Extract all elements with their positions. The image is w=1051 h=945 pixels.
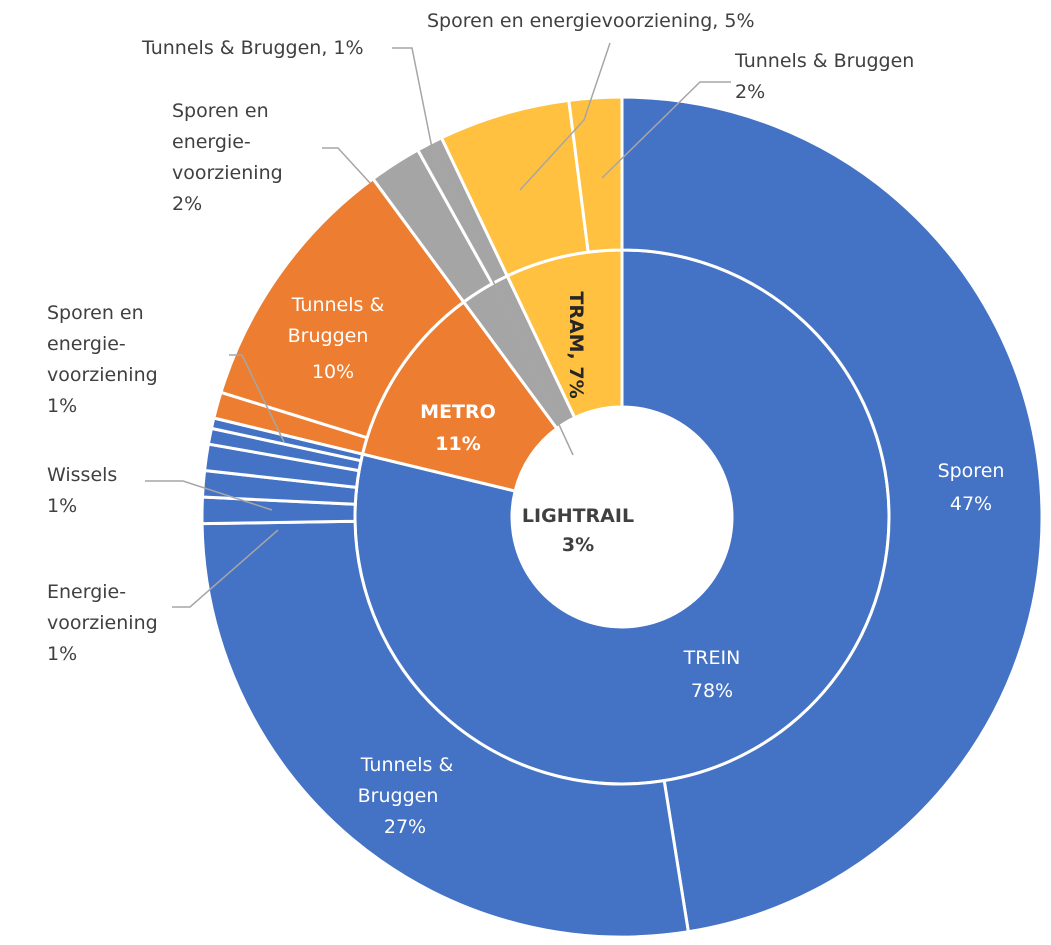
label-lightrail-sporen-2: energie-: [172, 131, 251, 153]
label-trein-tunnels-3: 27%: [384, 816, 426, 838]
label-metro-value: 11%: [435, 433, 480, 455]
leader-line-tram-sporen: [519, 42, 611, 191]
label-lightrail-sporen-4: 2%: [172, 193, 202, 215]
label-metro-tunnels-1: Tunnels &: [291, 294, 385, 316]
label-lightrail-tunnels: Tunnels & Bruggen, 1%: [141, 37, 364, 59]
label-lightrail-sporen-3: voorziening: [172, 162, 283, 184]
label-lightrail-name: LIGHTRAIL: [522, 505, 634, 527]
label-tram: TRAM, 7%: [565, 291, 587, 398]
label-metro-sporen-4: 1%: [47, 395, 77, 417]
label-energie-3: 1%: [47, 643, 77, 665]
label-tram-tunnels-1: Tunnels & Bruggen: [734, 50, 914, 72]
outside-labels: Sporen en energievoorziening, 5% Tunnels…: [47, 10, 914, 665]
leader-line-wissels: [145, 480, 273, 511]
label-trein-tunnels-2: Bruggen: [358, 785, 439, 807]
label-tram-sporen: Sporen en energievoorziening, 5%: [427, 10, 755, 32]
leader-line-lightrail-sporen: [322, 147, 371, 184]
label-metro-name: METRO: [420, 401, 496, 423]
label-tram-tunnels-2: 2%: [735, 81, 765, 103]
label-trein-tunnels-1: Tunnels &: [360, 754, 454, 776]
label-sporen-value: 47%: [950, 493, 992, 515]
label-wissels-1: Wissels: [47, 464, 117, 486]
label-trein-value: 78%: [691, 680, 733, 702]
label-metro-sporen-2: energie-: [47, 333, 126, 355]
leader-lines: [145, 42, 731, 608]
outer-ring-slice-trein-sporen: [620, 95, 1044, 934]
leader-line-tram-tunnels: [601, 81, 731, 179]
leader-line-energie: [172, 529, 279, 608]
label-wissels-2: 1%: [47, 495, 77, 517]
inside-labels: LIGHTRAIL 3% TREIN 78% METRO 11% TRAM, 7…: [288, 291, 1005, 838]
label-sporen-name: Sporen: [938, 460, 1005, 482]
label-energie-2: voorziening: [47, 612, 158, 634]
leader-line-metro-sporen: [229, 354, 285, 443]
label-metro-tunnels-2: Bruggen: [288, 325, 369, 347]
label-energie-1: Energie-: [47, 581, 126, 603]
outer-ring-slice-tram-tunnels-bruggen: [567, 95, 624, 254]
leader-line-lightrail-tunnels: [392, 47, 574, 456]
outer-ring-slice-trein-tunnels-bruggen: [200, 519, 690, 939]
label-metro-sporen-1: Sporen en: [47, 302, 144, 324]
label-lightrail-sporen-1: Sporen en: [172, 100, 269, 122]
label-trein-name: TREIN: [683, 647, 741, 669]
label-metro-tunnels-3: 10%: [312, 361, 354, 383]
label-lightrail-value: 3%: [562, 534, 594, 556]
outer-ring: [200, 95, 1044, 939]
label-metro-sporen-3: voorziening: [47, 364, 158, 386]
